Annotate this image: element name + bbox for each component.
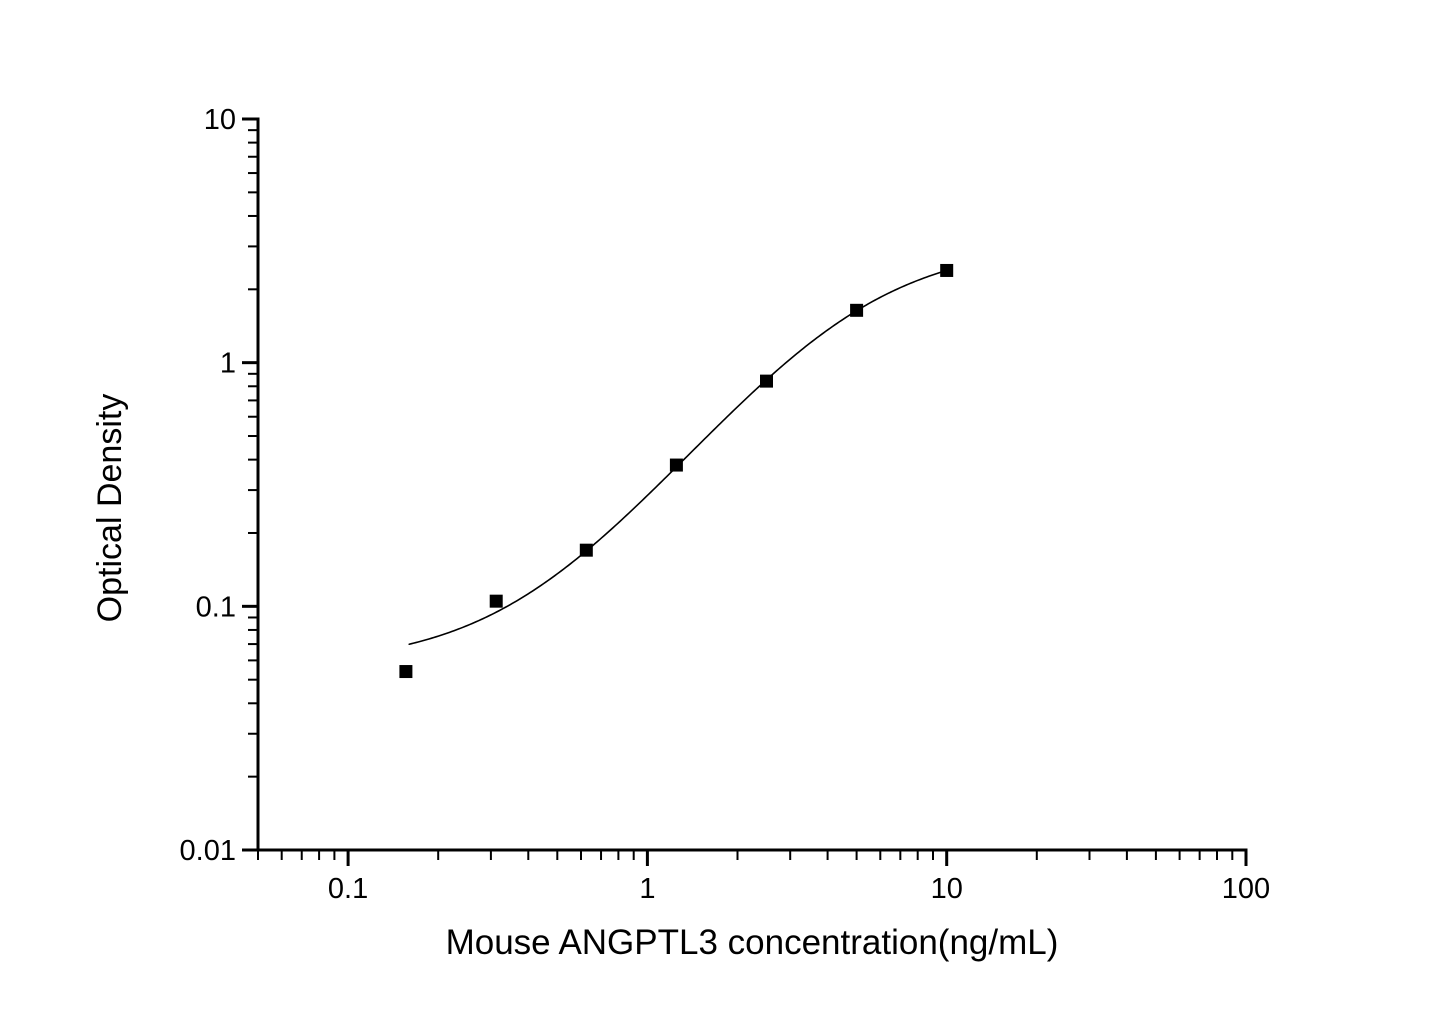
x-tick-label: 100 xyxy=(1222,873,1270,905)
data-point-marker xyxy=(940,263,954,277)
x-axis-title: Mouse ANGPTL3 concentration(ng/mL) xyxy=(446,923,1059,962)
y-tick-label: 1 xyxy=(220,348,236,380)
data-point-marker xyxy=(489,594,503,608)
data-point-marker xyxy=(579,543,593,557)
y-tick-label: 0.01 xyxy=(180,835,236,867)
y-axis-title: Optical Density xyxy=(91,394,129,623)
x-axis: 0.1 1 10 100 xyxy=(256,848,1270,905)
y-tick-label: 10 xyxy=(204,104,236,136)
y-tick-label: 0.1 xyxy=(196,591,236,623)
x-tick-label: 0.1 xyxy=(328,873,368,905)
data-point-marker xyxy=(399,665,413,679)
fit-curve-path xyxy=(408,269,948,646)
y-axis: 0.01 0.1 1 10 xyxy=(180,104,260,867)
plot-area xyxy=(399,263,954,679)
data-point-marker xyxy=(760,374,773,388)
data-point-marker xyxy=(850,303,864,317)
fit-curve xyxy=(408,269,948,646)
data-point-marker xyxy=(669,458,683,472)
series-points xyxy=(399,263,954,679)
x-tick-label: 1 xyxy=(639,873,655,905)
x-tick-label: 10 xyxy=(931,873,963,905)
